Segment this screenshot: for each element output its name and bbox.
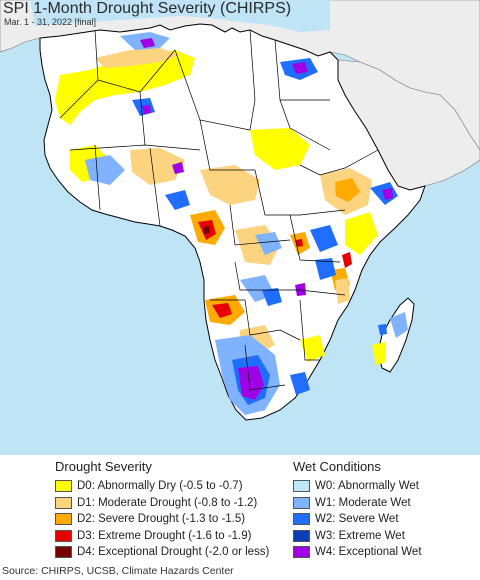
- legend-label-w2: W2: Severe Wet: [315, 513, 399, 526]
- swatch-d3: [55, 529, 72, 542]
- source-credit: Source: CHIRPS, UCSB, Climate Hazards Ce…: [2, 565, 234, 577]
- map-title: SPI 1-Month Drought Severity (CHIRPS): [3, 0, 292, 17]
- legend-item-w2: W2: Severe Wet: [293, 511, 422, 528]
- legend-item-w1: W1: Moderate Wet: [293, 495, 422, 512]
- swatch-d1: [55, 496, 72, 509]
- legend: Drought Severity D0: Abnormally Dry (-0.…: [0, 455, 480, 563]
- swatch-w3: [293, 529, 310, 542]
- swatch-w1: [293, 496, 310, 509]
- map-subtitle: Mar. 1 - 31, 2022 [final]: [4, 17, 97, 27]
- legend-label-w0: W0: Abnormally Wet: [315, 480, 419, 493]
- legend-label-w4: W4: Exceptional Wet: [315, 546, 422, 559]
- legend-label-d4: D4: Exceptional Drought (-2.0 or less): [77, 546, 270, 559]
- legend-item-d1: D1: Moderate Drought (-0.8 to -1.2): [55, 495, 269, 512]
- legend-label-w3: W3: Extreme Wet: [315, 529, 405, 542]
- wet-patches: [85, 32, 408, 415]
- swatch-d4: [55, 546, 72, 559]
- legend-item-d2: D2: Severe Drought (-1.3 to -1.5): [55, 511, 269, 528]
- wet-legend-heading: Wet Conditions: [293, 459, 381, 474]
- legend-item-d4: D4: Exceptional Drought (-2.0 or less): [55, 544, 269, 561]
- swatch-w2: [293, 513, 310, 526]
- swatch-w4: [293, 546, 310, 559]
- legend-label-d2: D2: Severe Drought (-1.3 to -1.5): [77, 513, 246, 526]
- legend-label-w1: W1: Moderate Wet: [315, 496, 411, 509]
- legend-item-w4: W4: Exceptional Wet: [293, 544, 422, 561]
- wet-legend: Wet Conditions W0: Abnormally Wet W1: Mo…: [293, 458, 422, 561]
- legend-item-w3: W3: Extreme Wet: [293, 528, 422, 545]
- swatch-d2: [55, 513, 72, 526]
- legend-label-d1: D1: Moderate Drought (-0.8 to -1.2): [77, 496, 258, 509]
- legend-label-d0: D0: Abnormally Dry (-0.5 to -0.7): [77, 480, 243, 493]
- europe-sea-mask: [30, 0, 330, 32]
- drought-map: [0, 0, 480, 455]
- legend-item-d3: D3: Extreme Drought (-1.6 to -1.9): [55, 528, 269, 545]
- africa-landmass: [39, 23, 426, 421]
- country-borders: [59, 29, 379, 391]
- drought-legend: Drought Severity D0: Abnormally Dry (-0.…: [55, 458, 269, 561]
- swatch-w0: [293, 480, 310, 493]
- map-canvas: [0, 0, 480, 455]
- legend-item-d0: D0: Abnormally Dry (-0.5 to -0.7): [55, 478, 269, 495]
- swatch-d0: [55, 480, 72, 493]
- drought-legend-heading: Drought Severity: [55, 459, 152, 474]
- legend-item-w0: W0: Abnormally Wet: [293, 478, 422, 495]
- legend-label-d3: D3: Extreme Drought (-1.6 to -1.9): [77, 529, 252, 542]
